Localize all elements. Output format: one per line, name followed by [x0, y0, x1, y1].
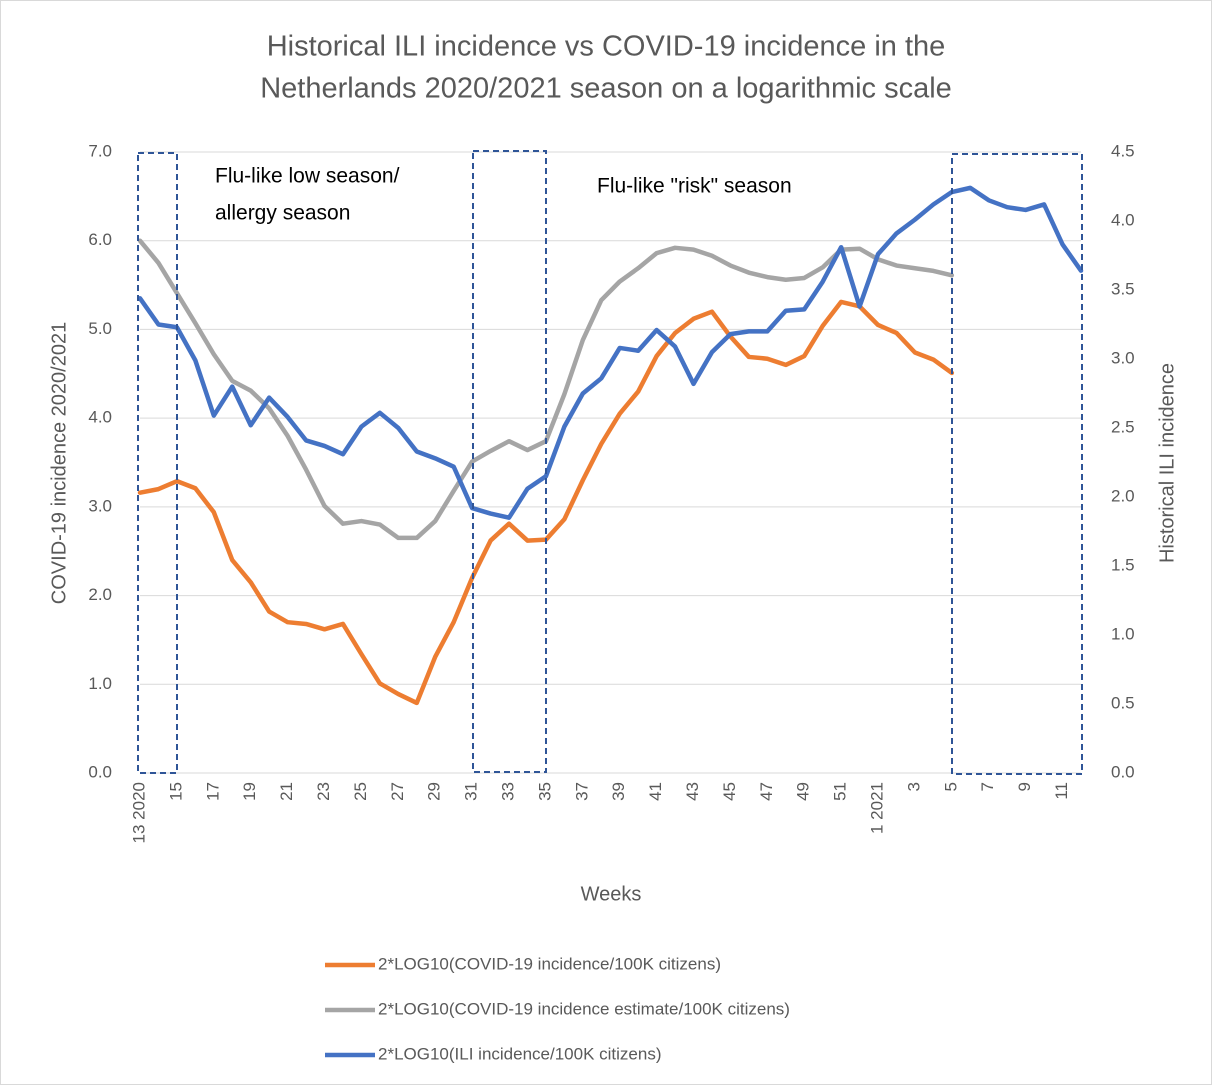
- y2-tick-label: 1.0: [1111, 624, 1135, 643]
- x-tick-label: 5: [941, 782, 960, 791]
- x-tick-label: 7: [978, 782, 997, 791]
- chart-title: Netherlands 2020/2021 season on a logari…: [260, 73, 952, 105]
- x-tick-label: 29: [425, 782, 444, 801]
- legend-label: 2*LOG10(ILI incidence/100K citizens): [378, 1044, 662, 1063]
- legend-label: 2*LOG10(COVID-19 incidence/100K citizens…: [378, 954, 721, 973]
- annotation: Flu-like low season/: [215, 165, 400, 188]
- chart-title: Historical ILI incidence vs COVID-19 inc…: [267, 31, 946, 63]
- x-axis-title: Weeks: [581, 883, 642, 905]
- y2-tick-label: 1.5: [1111, 555, 1135, 574]
- x-tick-label: 37: [572, 782, 591, 801]
- highlight-box: [472, 150, 547, 773]
- x-tick-label: 51: [831, 782, 850, 801]
- annotation: Flu-like "risk" season: [597, 175, 792, 198]
- x-tick-label: 43: [683, 782, 702, 801]
- x-tick-label: 15: [166, 782, 185, 801]
- x-tick-label: 21: [277, 782, 296, 801]
- x-tick-label: 17: [203, 782, 222, 801]
- x-tick-label: 23: [314, 782, 333, 801]
- plot-area: 0.0 1.0 2.0 3.0 4.0 5.0 6.0 7.0 0.0 0.5 1.0 1.5 2.0 2…: [88, 141, 1134, 843]
- highlight-box: [951, 153, 1083, 775]
- y-tick-label: 4.0: [88, 408, 112, 427]
- y2-tick-label: 4.5: [1111, 141, 1135, 160]
- y2-tick-label: 4.0: [1111, 210, 1135, 229]
- x-tick-label: 41: [646, 782, 665, 801]
- y2-tick-label: 3.5: [1111, 279, 1135, 298]
- y-tick-label: 3.0: [88, 496, 112, 515]
- series-line: [137, 185, 1084, 520]
- y2-tick-label: 3.0: [1111, 348, 1135, 367]
- y2-tick-label: 0.0: [1111, 762, 1135, 781]
- y-tick-label: 1.0: [88, 674, 112, 693]
- x-tick-label: 25: [351, 782, 370, 801]
- legend-label: 2*LOG10(COVID-19 incidence estimate/100K…: [378, 999, 790, 1018]
- x-tick-label: 3: [904, 782, 923, 791]
- y-tick-label: 0.0: [88, 762, 112, 781]
- y2-axis-title: Historical ILI incidence: [1156, 363, 1178, 563]
- y-tick-label: 7.0: [88, 141, 112, 160]
- y-tick-label: 6.0: [88, 230, 112, 249]
- y-tick-label: 5.0: [88, 319, 112, 338]
- x-tick-label: 45: [720, 782, 739, 801]
- annotation: allergy season: [215, 202, 350, 225]
- y-tick-label: 2.0: [88, 585, 112, 604]
- x-tick-label: 31: [462, 782, 481, 801]
- x-tick-label: 11: [1052, 782, 1071, 800]
- x-tick-label: 47: [757, 782, 776, 801]
- x-tick-label: 27: [388, 782, 407, 801]
- highlight-boxes: [137, 150, 1083, 775]
- x-tick-label: 9: [1015, 782, 1034, 791]
- x-tick-label: 49: [794, 782, 813, 801]
- x-tick-label: 33: [499, 782, 518, 801]
- x-tick-label: 39: [609, 782, 628, 801]
- y2-tick-label: 2.0: [1111, 486, 1135, 505]
- x-tick-label: 1 2021: [868, 782, 887, 834]
- y2-tick-label: 0.5: [1111, 693, 1135, 712]
- x-tick-label: 35: [535, 782, 554, 801]
- x-tick-label: 13 2020: [129, 782, 148, 843]
- x-tick-label: 19: [240, 782, 259, 801]
- y2-tick-label: 2.5: [1111, 417, 1135, 436]
- y-axis-title: COVID-19 incidence 2020/2021: [48, 322, 70, 604]
